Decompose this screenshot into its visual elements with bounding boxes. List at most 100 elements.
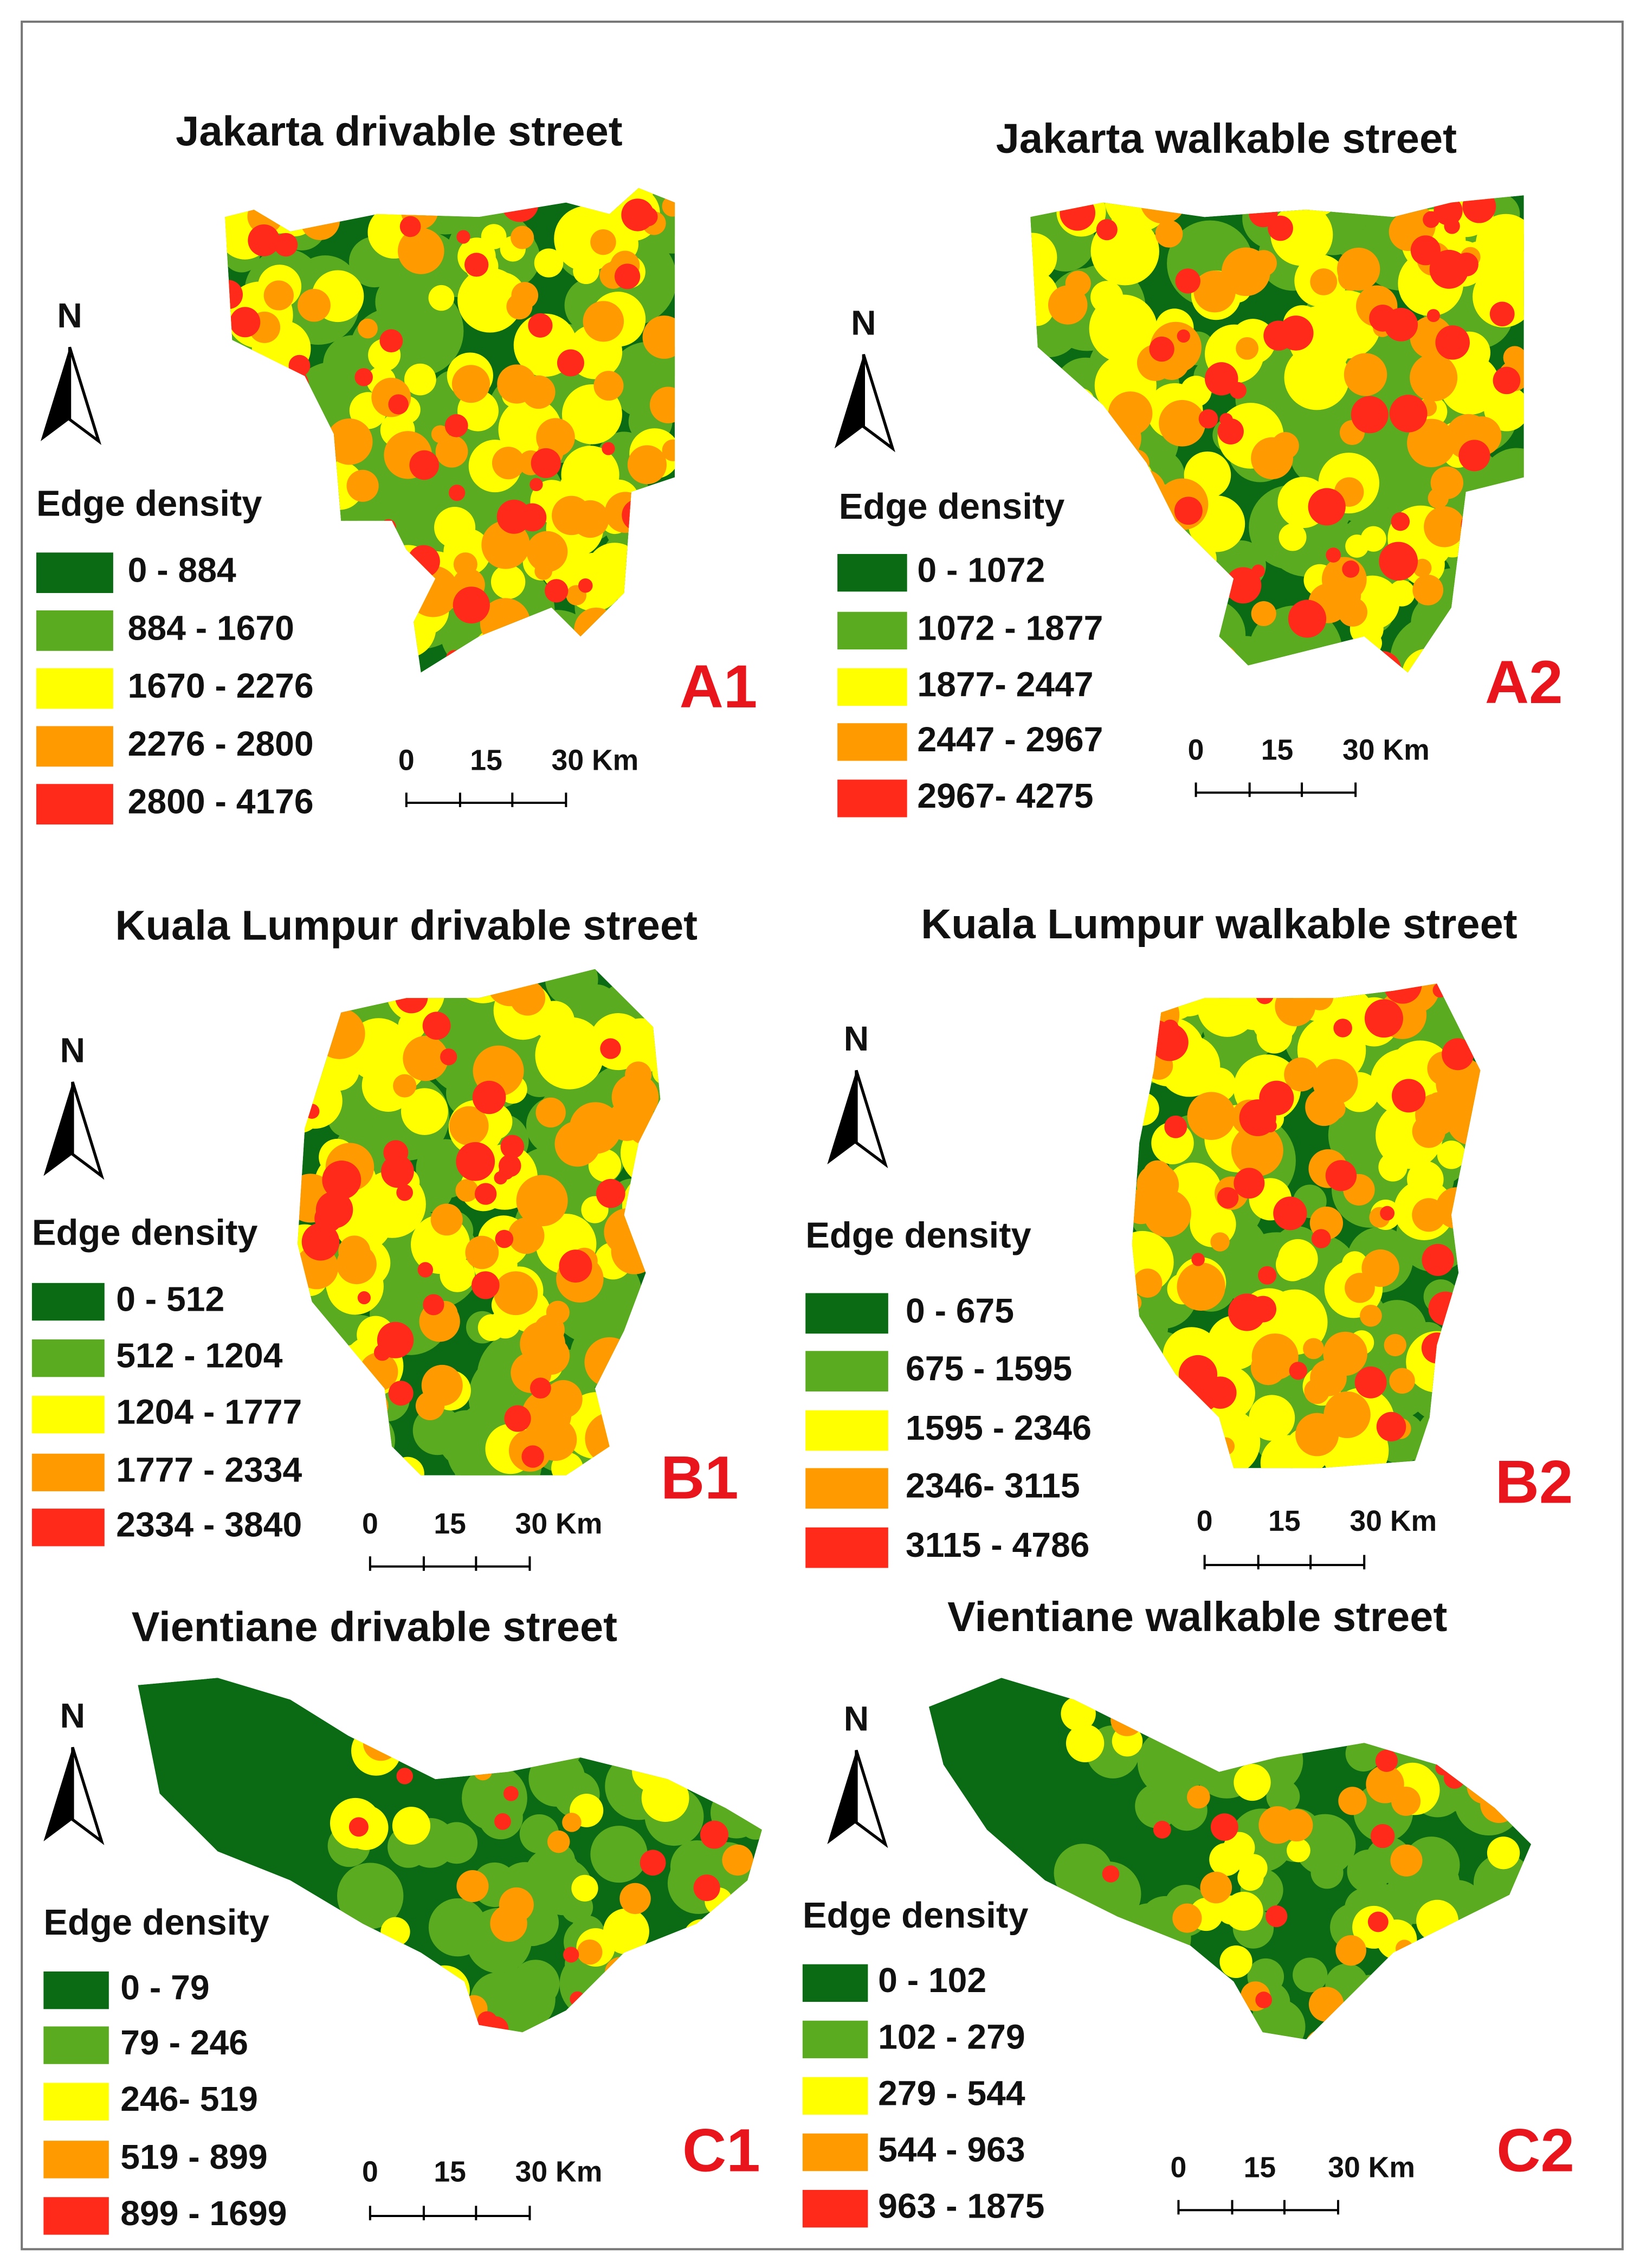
density-patch [1483,385,1524,431]
legend-title: Edge density [805,1216,1031,1256]
density-patch [1210,1813,1238,1841]
density-patch [423,1294,444,1316]
density-patch [1354,1366,1387,1399]
density-patch [1175,268,1200,294]
density-patch [1108,391,1153,436]
legend-label: 1595 - 2346 [906,1408,1092,1447]
density-patch [1336,247,1380,291]
density-patch [1338,597,1368,627]
density-patch [497,545,515,563]
density-patch [263,280,294,311]
map-title: Kuala Lumpur walkable street [921,901,1517,948]
density-patch [1149,336,1174,362]
density-patch [1279,523,1307,551]
legend-label: 1204 - 1777 [116,1393,302,1432]
legend-label: 2276 - 2800 [128,724,314,763]
density-patch [1437,1141,1466,1169]
density-patch [1066,1724,1105,1763]
density-patch [521,1445,544,1468]
density-patch [388,1381,414,1406]
legend-swatch [802,2189,868,2228]
density-patch [453,587,490,624]
legend-swatch [802,2133,868,2172]
legend-swatch [43,2197,109,2235]
legend-label: 899 - 1699 [120,2194,287,2233]
density-patch [547,1830,570,1853]
north-label: N [844,1699,869,1738]
density-patch [571,1874,598,1902]
panel-id: C2 [1496,2116,1574,2185]
north-arrow-right [862,353,895,453]
density-patch [544,579,569,603]
legend-swatch [36,610,113,651]
density-patch [1177,329,1190,343]
legend-swatch [837,723,907,761]
density-patch [1360,526,1386,552]
density-patch [590,229,616,255]
legend-label: 512 - 1204 [116,1336,283,1375]
density-patch [1151,1023,1189,1061]
density-patch [1333,1019,1352,1038]
north-arrow-left [827,1750,856,1845]
legend-swatch [31,1453,105,1492]
density-patch [1265,1905,1288,1928]
density-patch [1316,305,1353,341]
density-patch [1258,1266,1277,1285]
density-patch [1323,1391,1371,1439]
density-patch [1493,366,1521,395]
density-patch [1389,1368,1415,1394]
scale-label: 15 [1268,1505,1301,1537]
legend-label: 675 - 1595 [906,1349,1072,1388]
density-patch [357,1291,371,1305]
density-patch [1325,1160,1357,1191]
density-patch [455,1179,479,1202]
density-patch [1054,1844,1113,1903]
density-patch [1389,395,1428,433]
density-patch [499,1887,534,1922]
density-patch [431,425,449,443]
density-patch [1289,1362,1307,1380]
scale-label: 15 [434,1508,466,1540]
density-patch [602,442,615,455]
legend-label: 2334 - 3840 [116,1505,302,1544]
density-patch [492,447,525,480]
legend-label: 0 - 102 [878,1961,986,2000]
north-arrow-right [855,1069,888,1169]
density-patch [496,499,531,534]
density-patch [1180,376,1212,407]
scale-label: 0 [1188,734,1204,766]
density-patch [1345,1273,1375,1303]
legend-label: 2346- 3115 [906,1466,1080,1505]
density-patch [530,1377,551,1399]
density-patch [449,485,466,501]
legend-label: 0 - 1072 [917,551,1045,590]
legend-swatch [43,2083,109,2121]
density-patch [642,315,675,359]
density-patch [700,1820,728,1849]
panel-id: C1 [682,2116,760,2185]
density-patch [1191,1253,1205,1266]
density-patch [1323,1098,1346,1120]
density-patch [1378,1152,1407,1182]
density-patch [1155,220,1183,248]
density-patch [1351,396,1389,434]
density-patch [1219,1945,1252,1979]
legend-swatch [36,552,113,594]
legend-swatch [43,2141,109,2179]
density-patch [1487,1837,1520,1870]
north-label: N [844,1019,869,1058]
density-patch [577,1940,603,1965]
density-patch [403,1035,449,1081]
legend-swatch [837,668,907,706]
density-patch [1102,1865,1120,1883]
density-patch [1423,211,1440,228]
density-patch [274,233,298,257]
density-patch [1293,1957,1328,1993]
density-patch [1239,1854,1268,1883]
north-arrow-right [68,346,102,445]
north-arrow-left [827,1070,856,1165]
density-patch [499,1154,521,1177]
density-patch [474,1183,497,1205]
density-patch [1231,1124,1283,1177]
density-patch [1487,224,1524,276]
